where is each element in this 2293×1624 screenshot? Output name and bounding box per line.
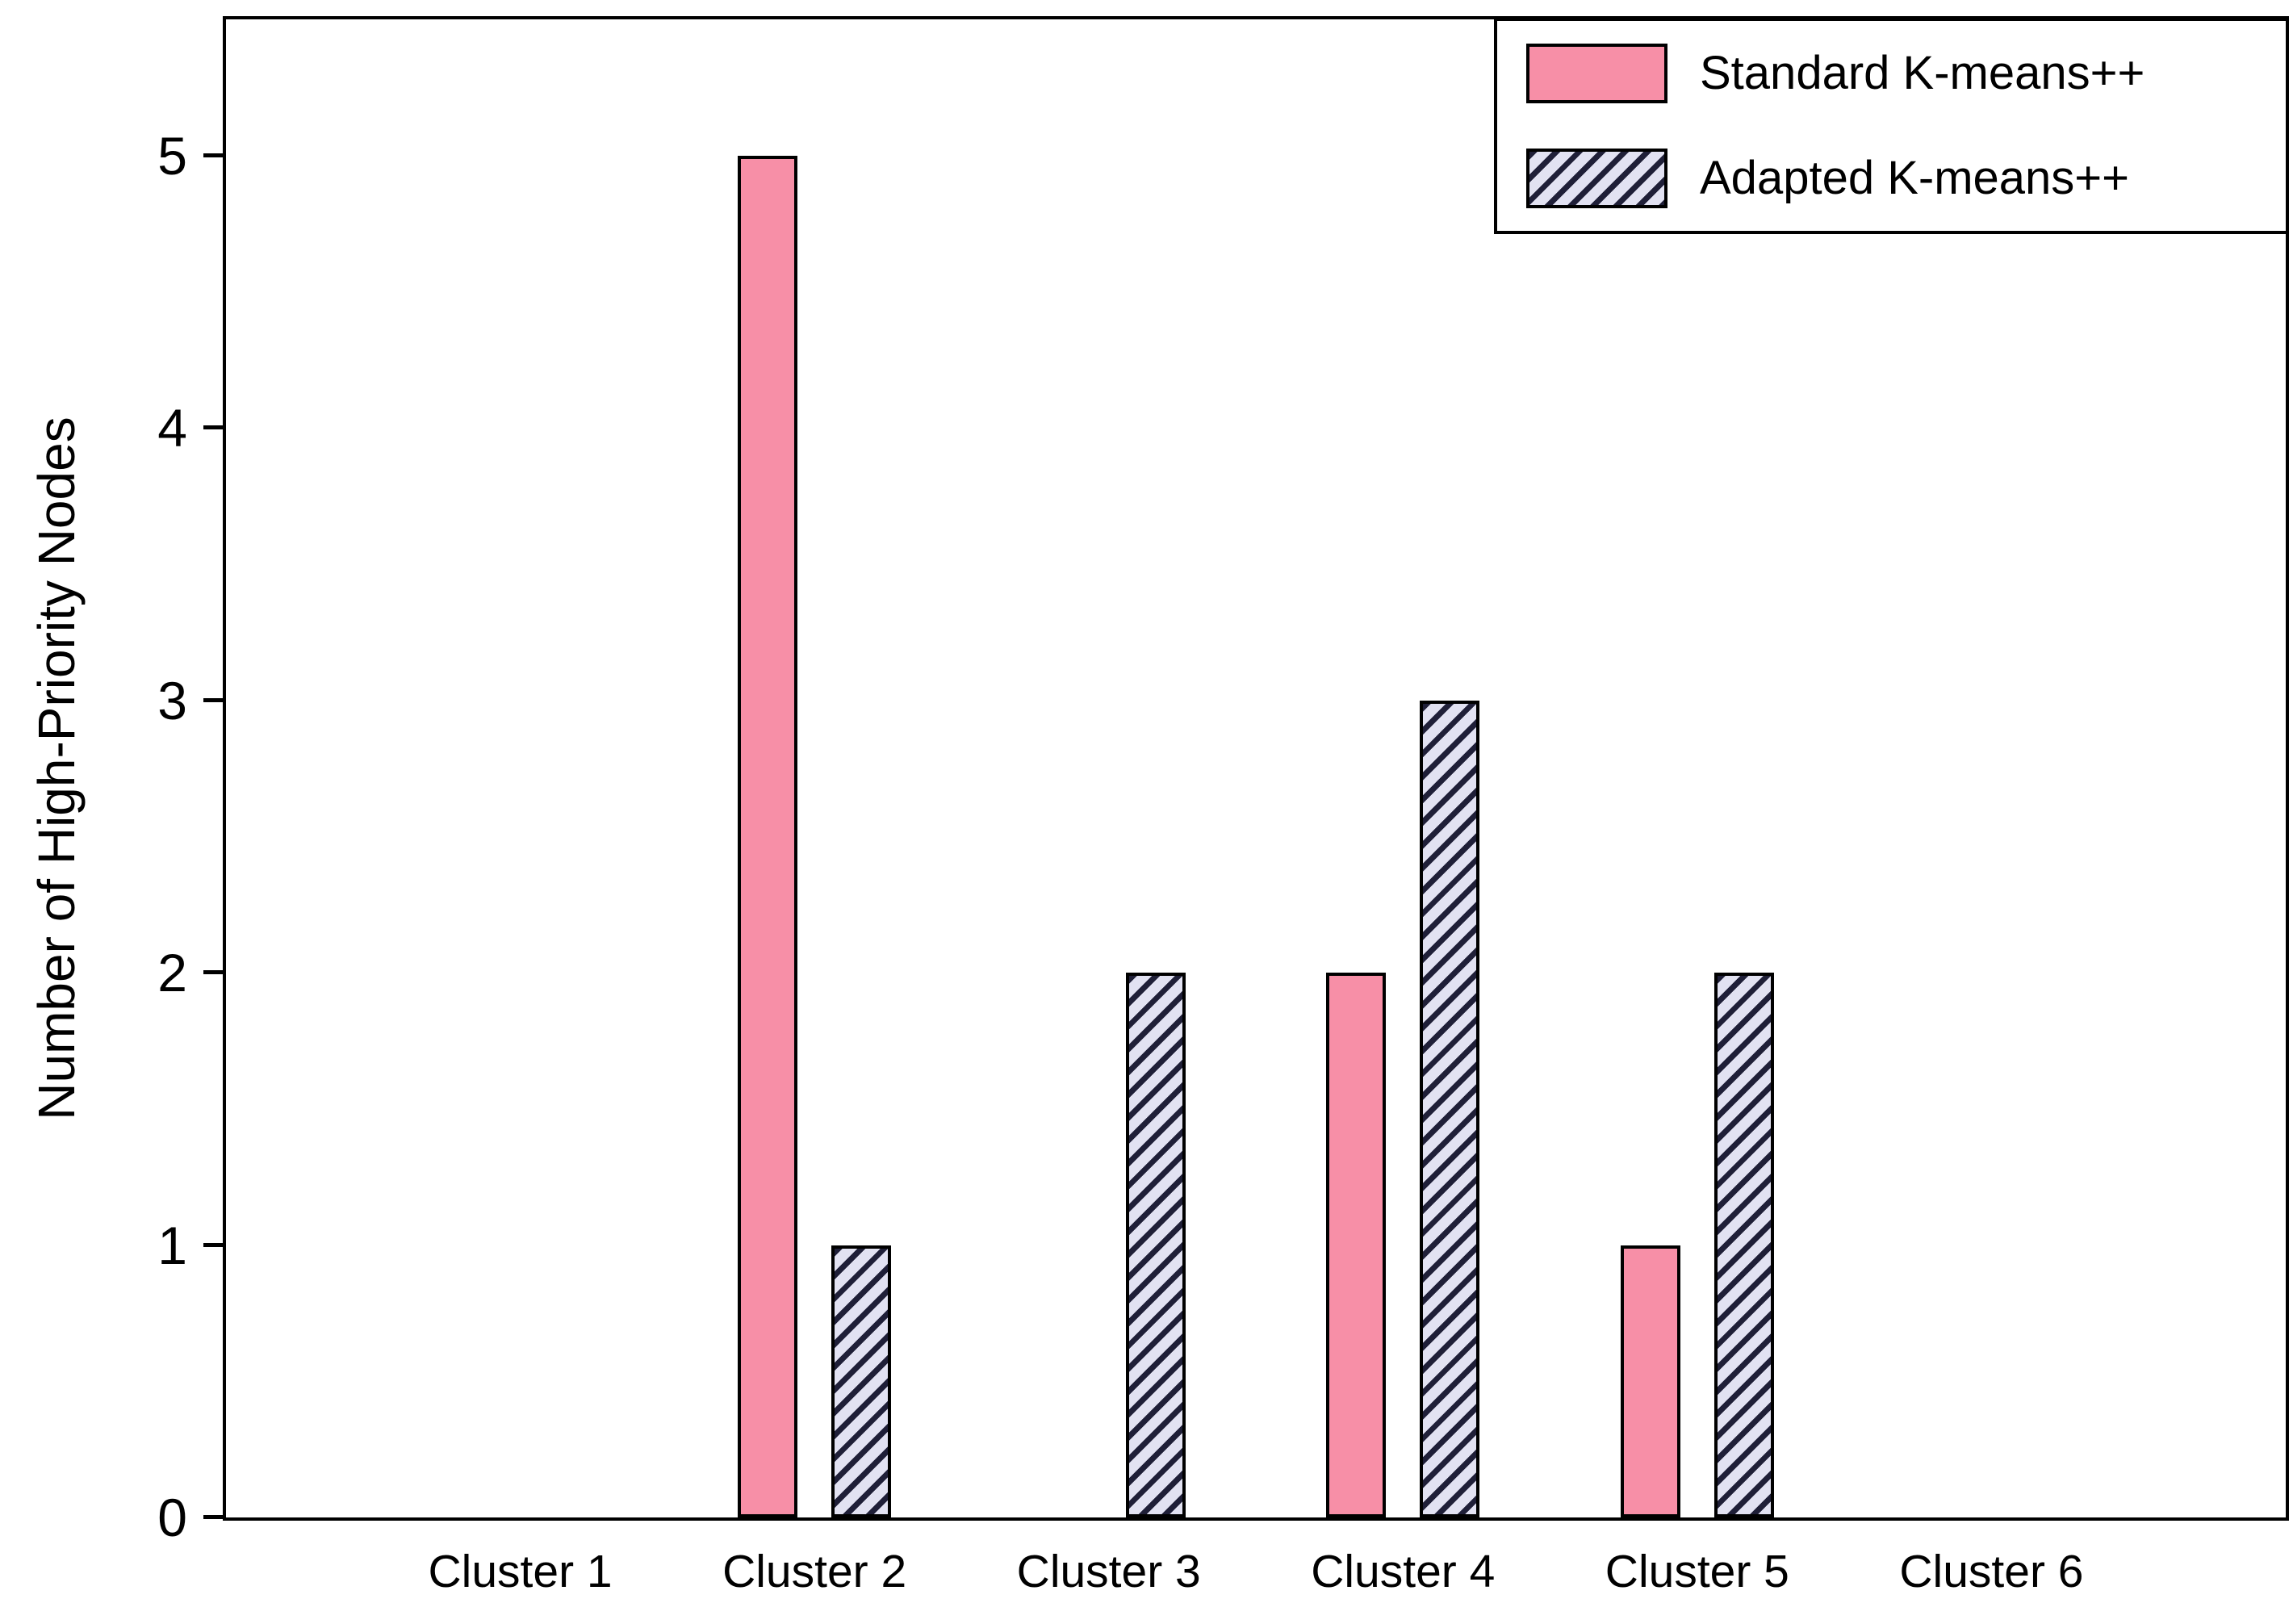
- bar-adapted-cluster-2: [831, 1245, 892, 1517]
- legend: Standard K-means++ Adapted K-means++: [1494, 18, 2289, 234]
- bar-standard-cluster-4: [1326, 973, 1387, 1517]
- legend-label-adapted: Adapted K-means++: [1700, 152, 2130, 204]
- x-tick-label: Cluster 3: [1016, 1546, 1201, 1597]
- x-tick-label: Cluster 5: [1605, 1546, 1789, 1597]
- y-tick-label: 3: [157, 670, 187, 730]
- bar-adapted-cluster-3: [1125, 973, 1186, 1517]
- y-tick-label: 4: [157, 398, 187, 458]
- y-axis-title: Number of High-Priority Nodes: [27, 416, 86, 1120]
- plot-area: [223, 16, 2289, 1521]
- y-tick: [203, 697, 223, 702]
- legend-item-adapted: Adapted K-means++: [1526, 149, 2257, 208]
- bar-adapted-cluster-4: [1420, 701, 1480, 1517]
- legend-label-standard: Standard K-means++: [1700, 47, 2145, 99]
- y-tick-label: 5: [157, 125, 187, 186]
- x-tick-label: Cluster 6: [1899, 1546, 2084, 1597]
- bar-adapted-cluster-5: [1713, 973, 1774, 1517]
- x-tick-label: Cluster 2: [722, 1546, 907, 1597]
- y-tick: [203, 153, 223, 157]
- legend-swatch-adapted: [1526, 149, 1667, 208]
- y-tick: [203, 970, 223, 975]
- x-tick-label: Cluster 1: [428, 1546, 613, 1597]
- bar-standard-cluster-5: [1620, 1245, 1680, 1517]
- x-tick-label: Cluster 4: [1311, 1546, 1496, 1597]
- y-tick: [203, 1515, 223, 1519]
- bar-standard-cluster-2: [738, 156, 798, 1517]
- y-tick-label: 2: [157, 943, 187, 1003]
- y-tick-label: 0: [157, 1488, 187, 1547]
- y-tick: [203, 1242, 223, 1247]
- y-tick: [203, 425, 223, 430]
- legend-item-standard: Standard K-means++: [1526, 44, 2257, 103]
- legend-swatch-standard: [1526, 44, 1667, 103]
- y-tick-label: 1: [157, 1215, 187, 1275]
